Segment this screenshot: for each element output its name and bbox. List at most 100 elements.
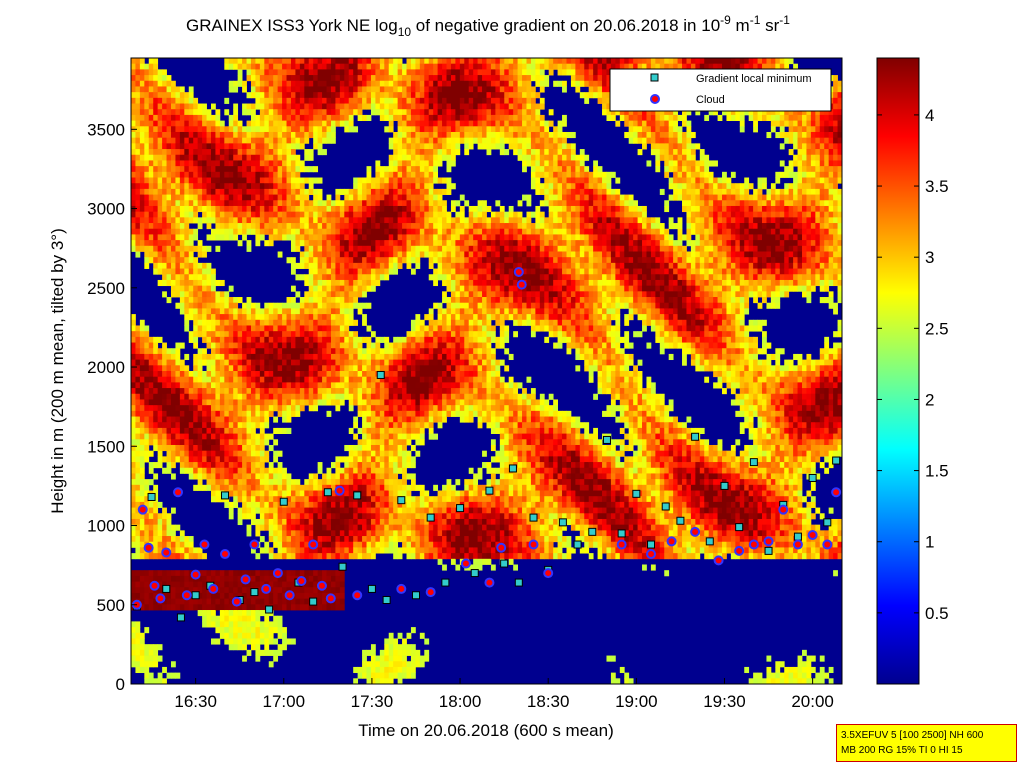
gradient-min-point [441,578,450,587]
cloud-point [778,504,789,515]
y-tick-label: 1500 [87,437,125,456]
cloud-point [690,526,701,537]
y-axis-label: Height in m (200 m mean, tilted by 3°) [48,228,67,514]
gradient-min-point [602,435,611,444]
cloud-point [807,530,818,541]
cloud-point [325,593,336,604]
x-axis-label: Time on 20.06.2018 (600 s mean) [358,721,613,740]
info-line-1: 3.5XEFUV 5 [100 2500] NH 600 [841,730,984,741]
gradient-min-point [397,496,406,505]
cloud-point [748,539,759,550]
cloud-point [261,583,272,594]
gradient-min-point [617,529,626,538]
colorbar-tick-label: 2.5 [925,319,949,338]
cloud-point [199,539,210,550]
gradient-min-point [309,597,318,606]
x-tick-label: 17:00 [263,692,306,711]
title-sub: 10 [398,25,412,39]
gradient-min-point [691,432,700,441]
marker-layer [131,266,842,622]
colorbar-gradient [876,57,920,685]
gradient-min-point [823,518,832,527]
legend-marker-cloud [650,94,660,104]
colorbar-tick-label: 1.5 [925,462,949,481]
title-prefix: GRAINEX ISS3 York NE log [186,16,398,35]
title-exp1: -9 [720,13,731,27]
gradient-min-point [323,488,332,497]
cloud-point [308,539,319,550]
x-tick-label: 18:00 [439,692,482,711]
cloud-point [713,555,724,566]
cloud-point [646,549,657,560]
cloud-point [496,542,507,553]
colorbar-ticks: 0.5 1 1.5 2 2.5 3 3.5 4 [877,106,949,623]
gradient-min-point [588,527,597,536]
cloud-point [396,583,407,594]
x-tick-label: 18:30 [527,692,570,711]
cloud-point [831,487,842,498]
cloud-point [173,487,184,498]
gradient-min-point [529,513,538,522]
x-axis: 16:30 17:00 17:30 18:00 18:30 19:00 19:30 20:00 [174,678,834,711]
x-tick-label: 17:30 [351,692,394,711]
gradient-min-point [456,504,465,513]
legend: Gradient local minimum Cloud [609,68,832,112]
cloud-point [334,485,345,496]
gradient-min-point [832,456,841,465]
legend-label-gradient: Gradient local minimum [696,73,812,85]
cloud-point [190,569,201,580]
cloud-point [516,279,527,290]
gradient-min-point [162,584,171,593]
cloud-point [220,549,231,560]
gradient-min-point [793,532,802,541]
title-mid3: sr [760,16,779,35]
title-mid2: m [731,16,750,35]
cloud-point [460,558,471,569]
cloud-point [149,580,160,591]
gradient-min-point [411,591,420,600]
gradient-min-point [500,559,509,568]
colorbar-tick-label: 3 [925,248,934,267]
chart-title: GRAINEX ISS3 York NE log10 of negative g… [186,13,790,39]
plot-area [131,58,842,684]
gradient-min-point [353,491,362,500]
cloud-point [249,539,260,550]
colorbar-tick-label: 0.5 [925,604,949,623]
gradient-min-point [265,605,274,614]
y-axis: 0 500 1000 1500 2000 2500 3000 3500 [87,120,137,694]
cloud-point [137,504,148,515]
gradient-min-point [705,537,714,546]
gradient-min-point [647,540,656,549]
gradient-min-point [661,502,670,511]
cloud-point [734,545,745,556]
cloud-point [296,575,307,586]
colorbar-tick-label: 3.5 [925,177,949,196]
legend-label-cloud: Cloud [696,94,725,106]
plot-frame [130,57,843,685]
cloud-point [240,574,251,585]
gradient-min-point [485,486,494,495]
colorbar-tick-label: 1 [925,533,934,552]
y-tick-label: 0 [116,675,125,694]
cloud-point [792,539,803,550]
x-tick-label: 19:00 [615,692,658,711]
gradient-min-point [470,569,479,578]
gradient-min-point [147,492,156,501]
gradient-min-point [279,497,288,506]
gradient-min-point [250,588,259,597]
legend-marker-gradient [650,73,659,82]
cloud-point [284,590,295,601]
gradient-min-point [176,613,185,622]
cloud-point [616,539,627,550]
cloud-point [543,568,554,579]
title-middle: of negative gradient on 20.06.2018 in 10 [411,16,720,35]
cloud-point [181,590,192,601]
y-tick-label: 2500 [87,279,125,298]
cloud-point [316,580,327,591]
gradient-min-point [632,489,641,498]
cloud-point [208,583,219,594]
cloud-point [352,590,363,601]
cloud-point [513,266,524,277]
x-tick-label: 20:00 [791,692,834,711]
